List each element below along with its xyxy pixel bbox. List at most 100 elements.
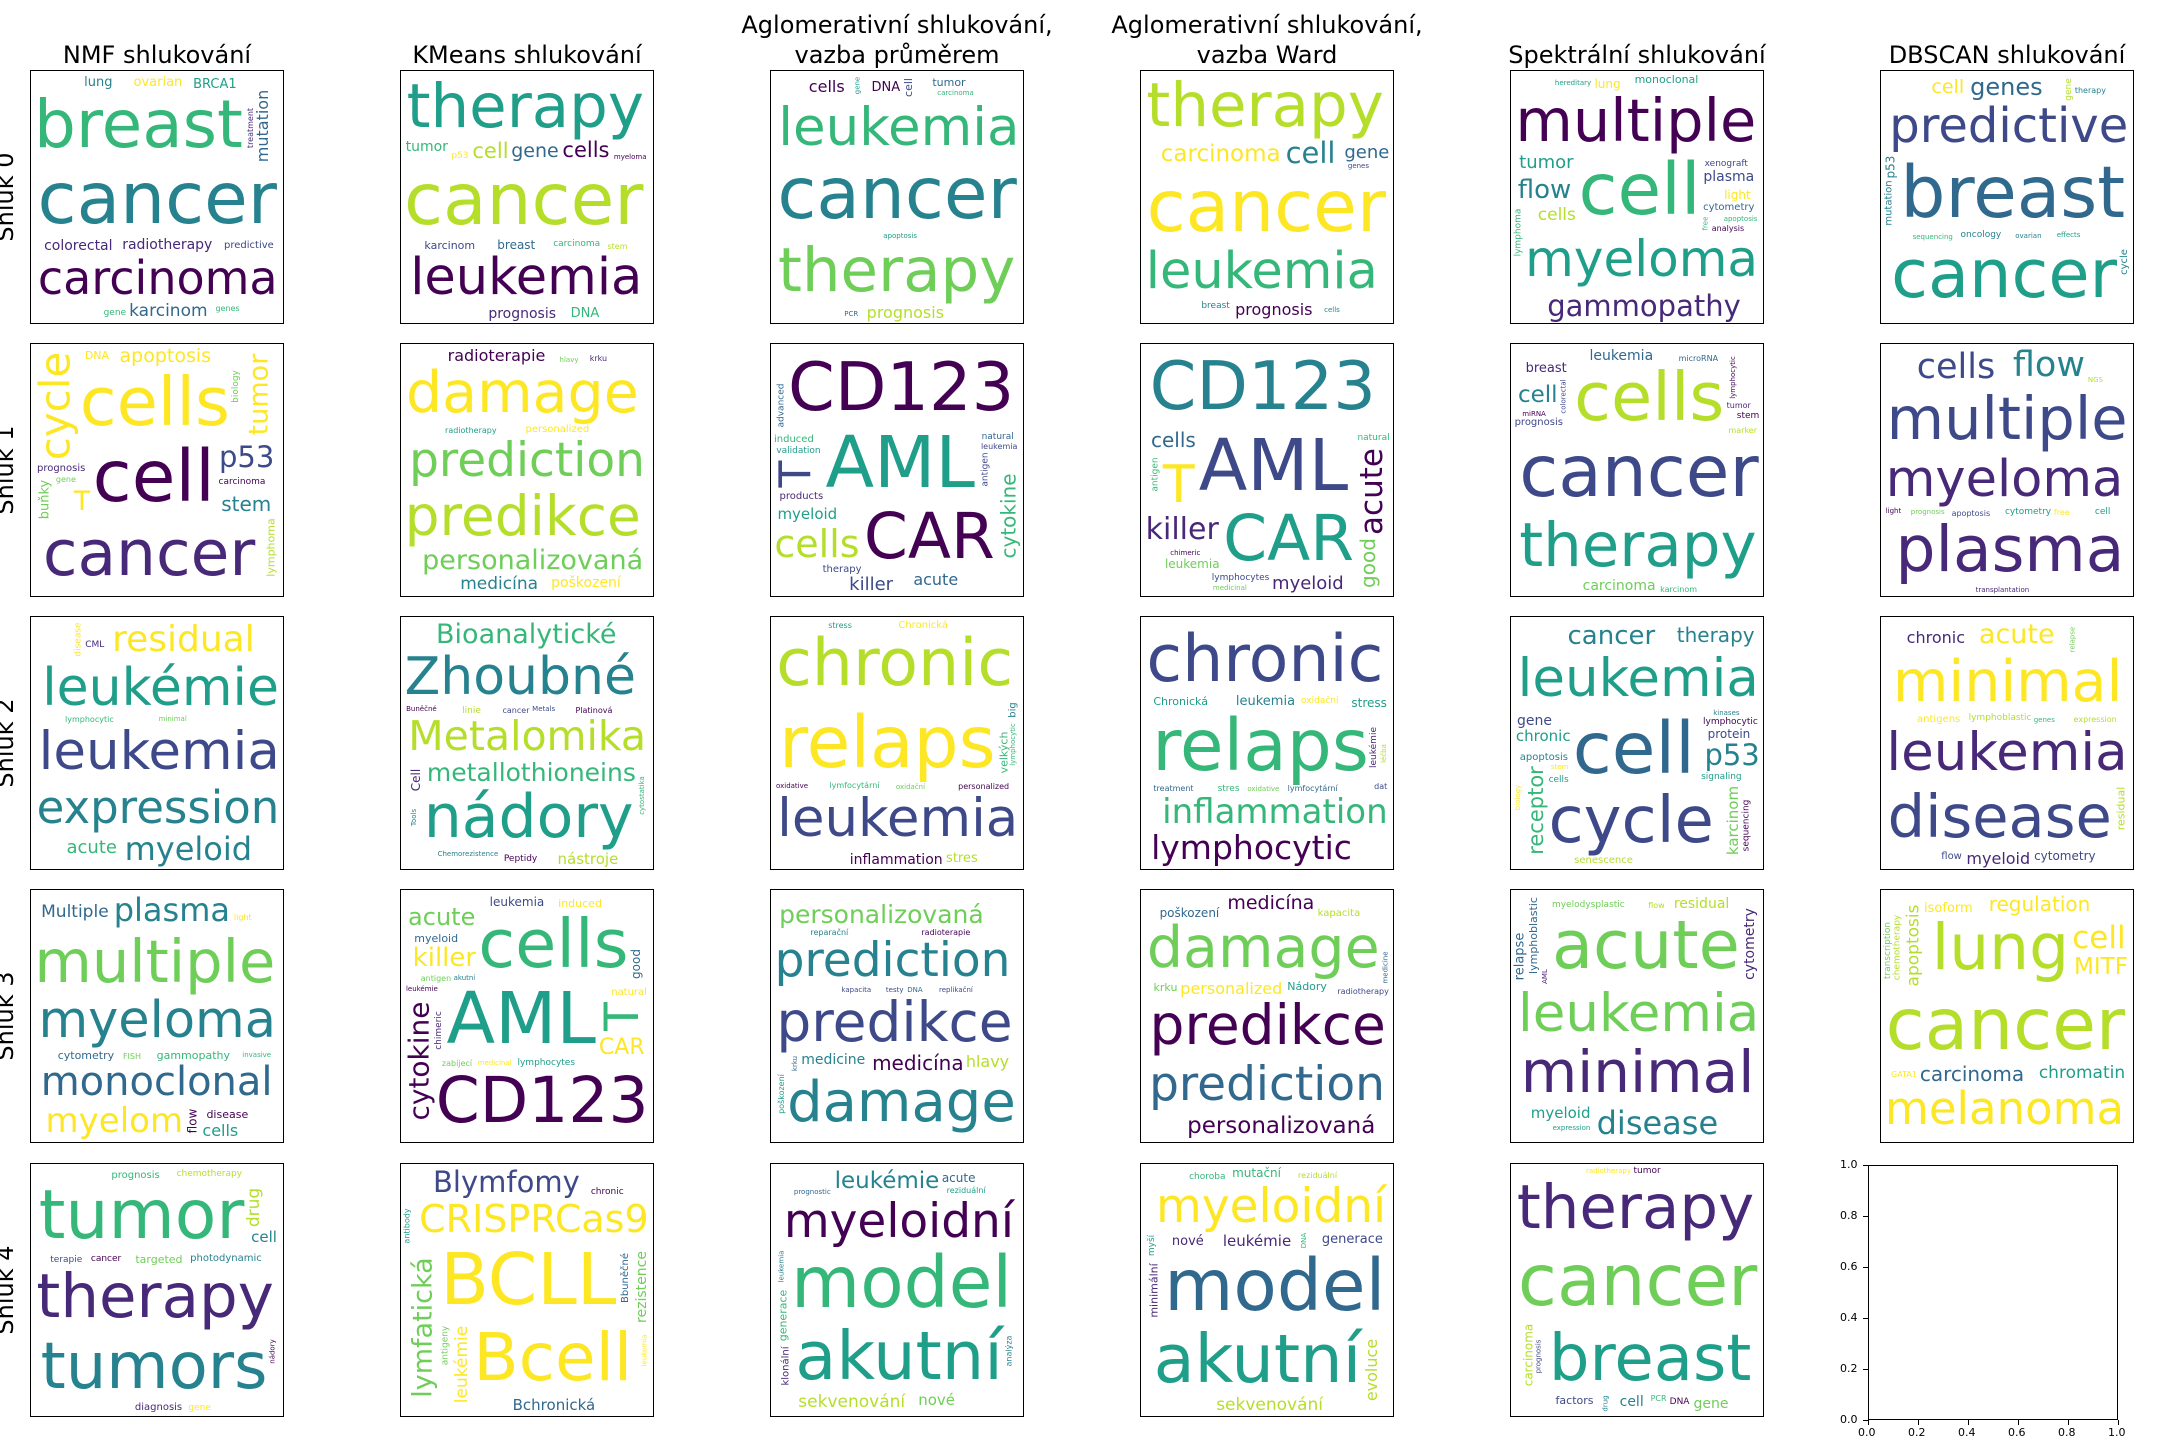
cloud-word: p53: [451, 150, 469, 161]
wordcloud-panel: prediction predikce damage personalizovaná m…: [400, 343, 654, 597]
cloud-word: lymphocytic: [1151, 827, 1352, 867]
cloud-word: DNA: [84, 349, 110, 363]
cloud-word: targeted: [135, 1252, 183, 1266]
y-tick-label: 0.4: [1840, 1311, 1858, 1324]
wordcloud-panel: leukemia acute minimal disease residual myelo…: [1510, 889, 1764, 1143]
cloud-word: NGS: [2087, 376, 2103, 385]
cloud-word: chimeric: [433, 1011, 444, 1050]
wordcloud-panel: cancer therapy leukemia cell carcinoma progno…: [1140, 70, 1394, 324]
cloud-word: nástroje: [557, 849, 619, 868]
cloud-word: medicinal: [1212, 583, 1247, 592]
column-title: Spektrální shlukování: [1508, 41, 1766, 69]
cloud-word: CAR: [1223, 501, 1355, 575]
cloud-word: cell: [1578, 147, 1701, 231]
wordcloud-panel: cancer breast carcinoma karcinom colorectal r…: [30, 70, 284, 324]
cloud-word: lymphocytes: [1211, 572, 1270, 583]
cloud-word: radioterapie: [447, 345, 546, 365]
cloud-word: medicína: [872, 1050, 964, 1075]
column-title: DBSCAN shlukování: [1888, 41, 2126, 69]
cloud-word: inflammation: [849, 851, 943, 868]
cloud-word: sequencing: [1912, 232, 1953, 241]
cloud-word: disease: [206, 1107, 249, 1121]
cloud-word: expression: [1552, 1124, 1591, 1133]
cloud-word: cell: [472, 138, 509, 163]
cloud-word: gene: [853, 76, 862, 95]
y-tick-label: 0.0: [1840, 1413, 1858, 1426]
cloud-word: effects: [2056, 230, 2081, 239]
cloud-word: therapy: [822, 564, 862, 576]
cloud-word: myeloma: [38, 991, 276, 1051]
cloud-word: tumor: [38, 1176, 245, 1256]
cloud-word: kapacita: [1317, 907, 1361, 919]
row-label: Shluk 1: [0, 425, 19, 515]
cloud-word: therapy: [36, 1261, 274, 1333]
wordcloud-panel: predikce prediction damage personalizovaná m…: [1140, 889, 1394, 1143]
cloud-word: cells: [202, 1120, 239, 1140]
cloud-word: cells: [1537, 204, 1576, 225]
cloud-word: gene: [511, 140, 559, 163]
cloud-word: kinases: [1713, 709, 1740, 718]
cloud-word: transplantation: [1975, 585, 2030, 594]
cloud-word: flow: [1941, 851, 1962, 863]
cloud-word: prognosis: [1235, 299, 1313, 319]
cloud-word: light: [1724, 187, 1751, 202]
cloud-word: myeloid: [1272, 572, 1344, 594]
cloud-word: cell: [1517, 382, 1558, 409]
cloud-word: acute: [66, 837, 117, 859]
cloud-word: radiotherapy: [1337, 987, 1389, 997]
y-tick-label: 0.8: [1840, 1209, 1858, 1222]
cloud-word: acute: [1552, 906, 1740, 985]
cloud-word: damage: [787, 1070, 1016, 1136]
cloud-word: Bchronická: [512, 1395, 596, 1414]
cloud-word: léčba: [1380, 743, 1389, 763]
cloud-word: breast: [1201, 301, 1230, 312]
cloud-word: gene: [103, 307, 127, 318]
cloud-word: karcinom: [1660, 584, 1698, 594]
cloud-word: krku: [790, 1055, 799, 1071]
cloud-word: cells: [1574, 358, 1725, 437]
wordcloud-panel: cancer therapy breast cell gene tumor carcinom…: [1510, 1163, 1764, 1417]
cloud-word: cell: [902, 77, 916, 97]
cloud-word: acute: [408, 903, 476, 932]
cloud-word: natural: [611, 986, 647, 998]
cloud-word: Blymfomy: [433, 1164, 580, 1199]
cloud-word: terapie: [50, 1255, 83, 1266]
cloud-word: oxidative: [776, 782, 809, 791]
cloud-word: natural: [981, 431, 1014, 442]
cloud-word: lung: [84, 75, 113, 91]
cloud-word: DNA: [871, 80, 901, 96]
cloud-word: cytokine: [402, 1001, 436, 1121]
cloud-word: antigens: [1917, 713, 1961, 725]
cloud-word: Chronická: [1153, 695, 1208, 709]
cloud-word: flow: [1648, 900, 1665, 910]
cloud-word: nové: [918, 1391, 955, 1410]
cloud-word: stem: [607, 242, 628, 252]
cloud-word: carcinoma: [937, 89, 974, 98]
cloud-word: tumor: [932, 75, 966, 89]
cloud-word: therapy: [1516, 1171, 1755, 1243]
cloud-word: T: [1162, 455, 1195, 516]
cloud-word: prognosis: [1533, 1339, 1542, 1374]
cloud-word: lymphocytic: [1009, 723, 1018, 767]
wordcloud-panel: leukemia minimal disease residual acute myelo…: [1880, 616, 2134, 870]
cloud-word: cycle: [1548, 784, 1714, 859]
cloud-word: gene: [1517, 712, 1553, 729]
cloud-word: myelodysplastic: [1551, 899, 1625, 910]
cloud-word: tumor: [1726, 400, 1751, 410]
cloud-word: generace: [775, 1290, 789, 1342]
cloud-word: predikce: [776, 989, 1013, 1054]
cloud-word: monoclonal: [1634, 73, 1699, 87]
cloud-word: personalizovaná: [422, 545, 644, 577]
cloud-word: Nádory: [1287, 980, 1327, 994]
cloud-word: sequencing: [1741, 799, 1752, 852]
cloud-word: leukémie: [42, 657, 279, 718]
cloud-word: biology: [231, 370, 242, 404]
cloud-word: hereditary: [1554, 78, 1592, 87]
cloud-word: karcinom: [424, 238, 476, 252]
cloud-word: cytometry: [2034, 848, 2096, 863]
cloud-word: chemotherapy: [176, 1168, 243, 1179]
cloud-word: flow: [185, 1108, 200, 1134]
cloud-word: krku: [1153, 981, 1178, 995]
